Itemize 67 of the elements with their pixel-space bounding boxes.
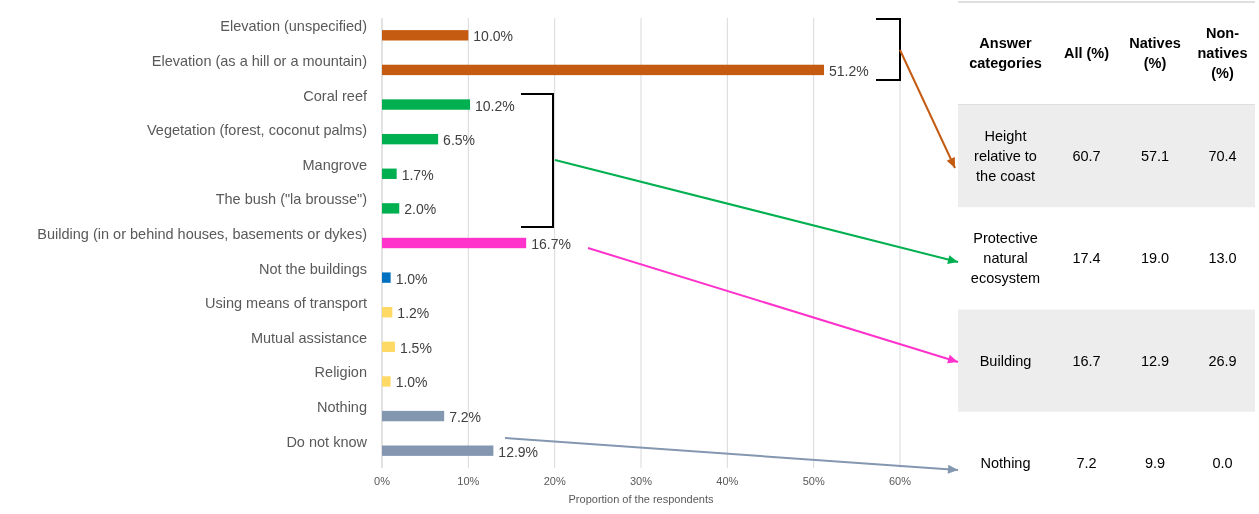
y-tick-label: Vegetation (forest, coconut palms) (146, 122, 367, 139)
y-tick-label: Elevation (as a hill or a mountain) (151, 52, 367, 69)
data-label: 10.0% (473, 28, 514, 45)
text: Answer categories (969, 34, 1042, 71)
y-tick-label: The bush ("la brousse") (215, 191, 367, 208)
bar (382, 410, 445, 422)
bar (382, 64, 825, 76)
x-tick-label: 30% (629, 475, 653, 487)
text: 7.2 (1076, 454, 1097, 471)
y-tick-label: Elevation (unspecified) (220, 18, 367, 35)
x-tick-label: 0% (374, 475, 391, 487)
x-tick-label: 10% (457, 475, 480, 487)
data-label: 1.5% (399, 339, 432, 356)
data-label: 12.9% (498, 443, 539, 460)
text: 60.7 (1072, 148, 1101, 165)
category-label: Non-natives (%) (1197, 24, 1248, 81)
data-label: 10.2% (475, 97, 515, 114)
bar (382, 272, 391, 283)
bar (382, 30, 469, 41)
y-tick-label: Not the buildings (258, 260, 367, 277)
x-tick-label: 50% (802, 475, 825, 487)
y-tick-label: Coral reef (303, 87, 368, 104)
text: 70.4 (1208, 148, 1237, 165)
category-label: Building (979, 352, 1032, 369)
data-label: 1.0% (395, 270, 428, 287)
x-tick-label: 40% (716, 475, 739, 487)
text: 13.0 (1208, 250, 1237, 267)
text: 12.9 (1140, 352, 1170, 369)
data-label: 1.7% (401, 166, 434, 183)
bar (382, 133, 439, 145)
text: 16.7 (1072, 352, 1101, 369)
bar (382, 341, 395, 353)
data-label: 1.0% (395, 374, 428, 391)
y-tick-label: Building (in or behind houses, basements or dykes) (37, 226, 367, 242)
y-tick-label: Mutual assistance (250, 329, 367, 346)
text: 19.0 (1140, 250, 1170, 267)
category-label: Height relative to the coast (974, 128, 1037, 185)
data-label: 6.5% (443, 132, 476, 149)
y-tick-label: Mangrove (302, 156, 367, 173)
data-label: 16.7% (531, 236, 571, 252)
x-axis-title: Proportion of the respondents (568, 493, 714, 505)
text: 0.0 (1212, 454, 1233, 471)
y-tick-label: Religion (314, 364, 367, 381)
category-label: Protective natural ecosystem (970, 230, 1041, 287)
y-tick-label: Do not know (286, 433, 368, 450)
bar (382, 203, 400, 214)
text: 26.9 (1208, 352, 1237, 369)
bar (382, 168, 397, 179)
data-label: 1.2% (397, 305, 430, 322)
text: 57.1 (1140, 148, 1170, 165)
bar (382, 376, 391, 387)
bar (382, 445, 494, 456)
bar (382, 237, 527, 249)
text: 9.9 (1144, 454, 1166, 471)
data-label: 7.2% (449, 409, 482, 426)
data-label: 2.0% (404, 201, 437, 218)
category-label: All (%) (1063, 44, 1110, 61)
data-label: 51.2% (829, 62, 869, 79)
category-label: Natives (%) (1129, 34, 1181, 71)
text: 17.4 (1072, 250, 1101, 267)
x-tick-label: 60% (888, 475, 912, 487)
x-tick-label: 20% (543, 475, 566, 487)
bar (382, 307, 393, 318)
y-tick-label: Nothing (317, 399, 367, 416)
bar (382, 99, 471, 110)
y-tick-label: Using means of transport (205, 295, 367, 312)
category-label: Nothing (980, 454, 1031, 471)
